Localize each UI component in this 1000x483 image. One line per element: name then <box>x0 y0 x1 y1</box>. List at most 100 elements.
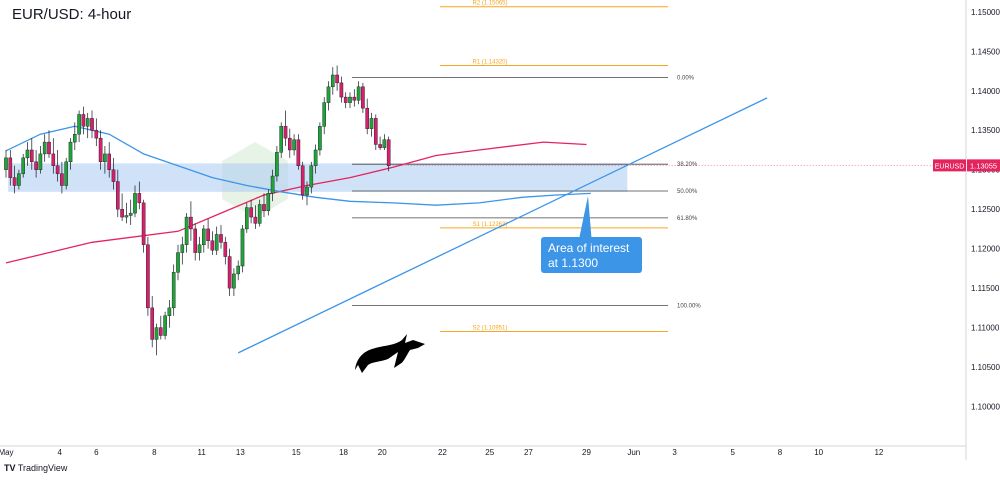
x-tick-label: 8 <box>778 448 783 457</box>
candle-body <box>232 273 236 289</box>
candle-body <box>77 114 81 135</box>
x-tick-label: 5 <box>730 448 735 457</box>
tradingview-logo-icon: TV <box>4 463 16 473</box>
candle <box>158 315 163 340</box>
candle <box>378 136 382 150</box>
candle-body <box>124 215 129 218</box>
candle-body <box>141 202 146 245</box>
candle <box>266 189 271 216</box>
trendline[interactable] <box>237 97 768 354</box>
candle <box>85 112 90 139</box>
candle-body <box>176 252 180 273</box>
price-tag-label: 1.13055 <box>970 161 997 170</box>
candle-body <box>361 86 365 109</box>
candle-body <box>270 175 275 194</box>
candle-body <box>94 130 99 139</box>
candle-body <box>60 173 64 186</box>
fib-label-fib-61: 61.80% <box>677 216 698 222</box>
tradingview-logo: TV TradingView <box>4 463 67 473</box>
candle-body <box>47 141 51 155</box>
candle-body <box>305 186 309 196</box>
candle-body <box>137 193 142 204</box>
candle-body <box>322 102 327 127</box>
candle <box>331 67 335 95</box>
x-tick-label: 8 <box>152 448 157 457</box>
candle-body <box>343 96 348 103</box>
candle <box>386 136 391 172</box>
candle-body <box>227 256 232 289</box>
candle-body <box>51 153 56 166</box>
candle-body <box>288 137 292 151</box>
candle-body <box>309 165 314 188</box>
fib-label-fib-0: 0.00% <box>677 75 695 81</box>
candle <box>128 199 133 225</box>
candle <box>279 122 284 158</box>
candle-body <box>42 141 47 155</box>
x-tick-label: 3 <box>672 448 677 457</box>
candle <box>189 201 193 241</box>
candle-body <box>111 169 116 182</box>
candle-body <box>4 157 8 170</box>
candle <box>60 161 64 194</box>
candle-body <box>348 96 352 103</box>
candle <box>38 146 43 174</box>
candle <box>356 81 361 105</box>
candle-body <box>17 173 21 186</box>
candle-body <box>378 144 382 148</box>
candle <box>296 134 301 170</box>
candle <box>232 268 236 297</box>
candle <box>51 138 56 174</box>
candle <box>171 264 176 316</box>
candle-body <box>240 228 245 267</box>
candle <box>210 231 215 255</box>
candle <box>68 138 73 170</box>
pivot-label-R2: R2 (1.15065) <box>472 1 507 7</box>
candle <box>219 224 223 249</box>
candle-body <box>107 153 111 170</box>
callout-text-line1: Area of interest <box>548 241 630 255</box>
candle-body <box>197 244 202 253</box>
candle <box>167 299 172 328</box>
pivot-label-S1: S1 (1.12263) <box>473 222 508 228</box>
candle-body <box>326 86 331 103</box>
candle <box>146 236 150 316</box>
candle-body <box>279 126 284 153</box>
candle <box>42 134 47 162</box>
candle-body <box>257 204 262 224</box>
y-tick-label: 1.11000 <box>971 324 1000 333</box>
candle <box>262 193 266 218</box>
candle-body <box>133 193 137 214</box>
candle-body <box>365 107 370 129</box>
candle <box>133 185 137 218</box>
level-lines: R2 (1.15065) R1 (1.14320) S1 (1.12263) S2 (… <box>352 1 701 332</box>
candle <box>137 181 142 210</box>
fib-label-fib-50: 50.00% <box>677 189 698 195</box>
candle <box>249 199 253 224</box>
candle-body <box>8 157 13 178</box>
candle <box>94 118 99 147</box>
candle <box>8 149 13 186</box>
x-tick-label: 6 <box>94 448 99 457</box>
candle-body <box>219 234 223 243</box>
candle <box>197 236 202 261</box>
candle-body <box>253 216 258 224</box>
candle-body <box>189 216 193 230</box>
candle <box>180 236 185 265</box>
candle-body <box>38 153 43 170</box>
candle-body <box>283 126 288 139</box>
candle-body <box>21 157 26 174</box>
x-tick-label: 20 <box>378 448 387 457</box>
candle-body <box>146 244 150 309</box>
candle <box>115 169 120 218</box>
candle-body <box>201 228 206 245</box>
x-tick-label: May <box>0 448 14 457</box>
candle <box>253 205 258 229</box>
y-tick-label: 1.12500 <box>971 205 1000 214</box>
candle <box>124 202 129 224</box>
axes: 1.150001.145001.140001.135001.130001.125… <box>0 8 1000 457</box>
candle-body <box>206 228 210 241</box>
candle-body <box>64 161 68 186</box>
